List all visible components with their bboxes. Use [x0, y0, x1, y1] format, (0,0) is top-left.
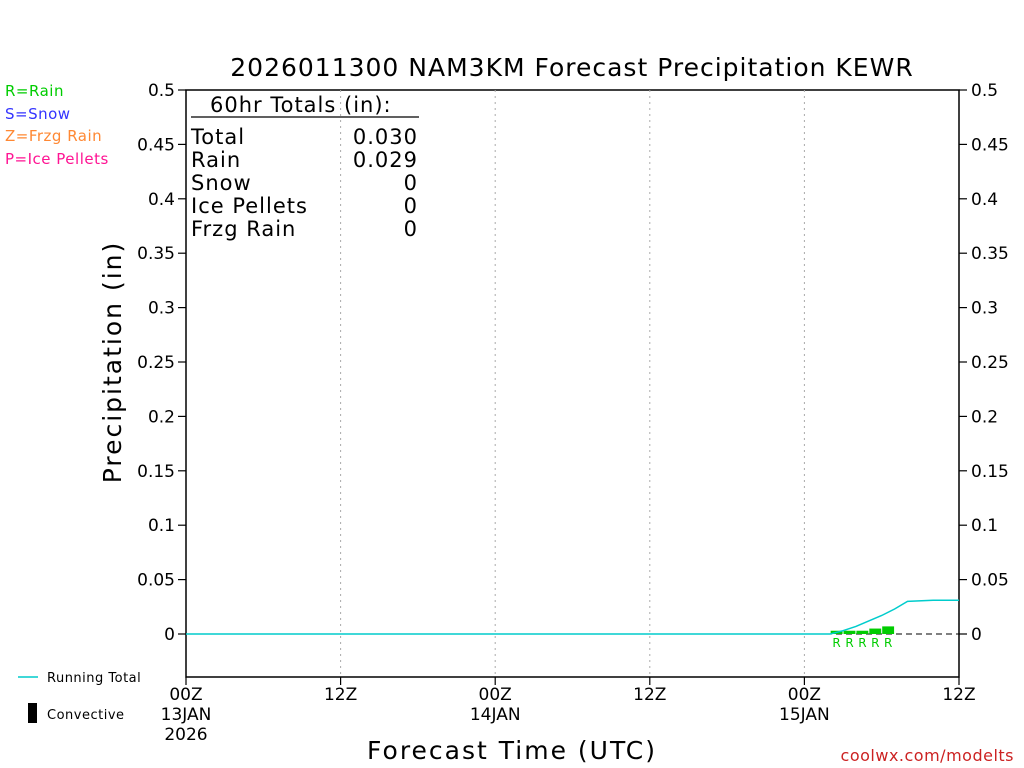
y-tick-label-right: 0.1	[971, 516, 998, 536]
totals-header: 60hr Totals (in):	[210, 93, 392, 117]
precip-type-label: R	[871, 636, 879, 650]
x-tick-date: 15JAN	[779, 705, 830, 725]
totals-value-ice-pellets: 0	[404, 194, 418, 218]
y-tick-label-right: 0.2	[971, 407, 998, 427]
y-tick-label-right: 0.5	[971, 81, 998, 101]
legend-frzg-rain: Z=Frzg Rain	[5, 127, 102, 145]
y-tick-label-right: 0.45	[971, 135, 1009, 155]
x-tick-label: 00Z	[169, 685, 202, 705]
totals-box: 60hr Totals (in): Total 0.030 Rain 0.029…	[190, 93, 419, 241]
y-tick-label-left: 0.2	[148, 407, 175, 427]
totals-label-ice-pellets: Ice Pellets	[191, 194, 308, 218]
y-tick-label-left: 0.3	[148, 299, 175, 319]
credit-text: coolwx.com/modelts	[841, 746, 1014, 765]
y-tick-label-right: 0.25	[971, 353, 1009, 373]
y-tick-label-left: 0.5	[148, 81, 175, 101]
x-tick-date: 14JAN	[470, 705, 521, 725]
y-tick-label-left: 0	[164, 625, 175, 645]
x-tick-label: 00Z	[788, 685, 821, 705]
precip-type-label: R	[884, 636, 892, 650]
x-tick-year: 2026	[164, 725, 207, 745]
rain-bar	[843, 630, 856, 634]
legend-rain: R=Rain	[5, 82, 64, 100]
y-tick-label-right: 0.15	[971, 462, 1009, 482]
totals-label-snow: Snow	[191, 171, 252, 195]
y-axis-ticks: 0 00.05 0.050.1 0.10.15 0.150.2 0.20.25 0.250.…	[137, 81, 1009, 645]
rain-bar	[882, 626, 895, 634]
totals-value-frzg-rain: 0	[404, 217, 418, 241]
rain-bar	[869, 628, 882, 634]
plot-frame	[185, 89, 960, 678]
y-tick-label-left: 0.4	[148, 190, 175, 210]
y-tick-label-left: 0.45	[137, 135, 175, 155]
legend-ice-pellets: P=Ice Pellets	[5, 150, 109, 168]
convective-legend-label: Convective	[47, 708, 125, 723]
precip-type-label: R	[858, 636, 866, 650]
y-tick-label-right: 0.05	[971, 571, 1009, 591]
running-total-line	[186, 599, 959, 635]
y-tick-label-left: 0.1	[148, 516, 175, 536]
totals-label-frzg-rain: Frzg Rain	[191, 217, 296, 241]
x-tick-label: 12Z	[633, 685, 666, 705]
grid-lines	[340, 90, 805, 677]
y-axis-label: Precipitation (in)	[98, 241, 127, 484]
running-total-legend-label: Running Total	[47, 671, 141, 686]
convective-legend-swatch	[28, 703, 37, 723]
precip-type-label: R	[845, 636, 853, 650]
y-tick-label-left: 0.25	[137, 353, 175, 373]
y-tick-label-left: 0.35	[137, 244, 175, 264]
y-tick-label-left: 0.05	[137, 571, 175, 591]
totals-value-snow: 0	[404, 171, 418, 195]
y-tick-label-right: 0	[971, 625, 982, 645]
totals-value-total: 0.030	[353, 125, 418, 149]
x-tick-label: 00Z	[479, 685, 512, 705]
rain-bars	[830, 626, 895, 634]
y-tick-label-left: 0.15	[137, 462, 175, 482]
x-tick-label: 12Z	[324, 685, 357, 705]
x-tick-date: 13JAN	[161, 705, 212, 725]
y-tick-label-right: 0.35	[971, 244, 1009, 264]
x-tick-label: 12Z	[942, 685, 975, 705]
totals-value-rain: 0.029	[353, 148, 418, 172]
chart-title: 2026011300 NAM3KM Forecast Precipitation…	[230, 53, 913, 82]
legend-snow: S=Snow	[5, 105, 71, 123]
y-tick-label-right: 0.4	[971, 190, 998, 210]
x-axis-label: Forecast Time (UTC)	[367, 736, 657, 765]
precip-type-label: R	[832, 636, 840, 650]
rain-bar	[856, 630, 869, 634]
y-tick-label-right: 0.3	[971, 299, 998, 319]
totals-label-total: Total	[190, 125, 245, 149]
totals-label-rain: Rain	[191, 148, 241, 172]
